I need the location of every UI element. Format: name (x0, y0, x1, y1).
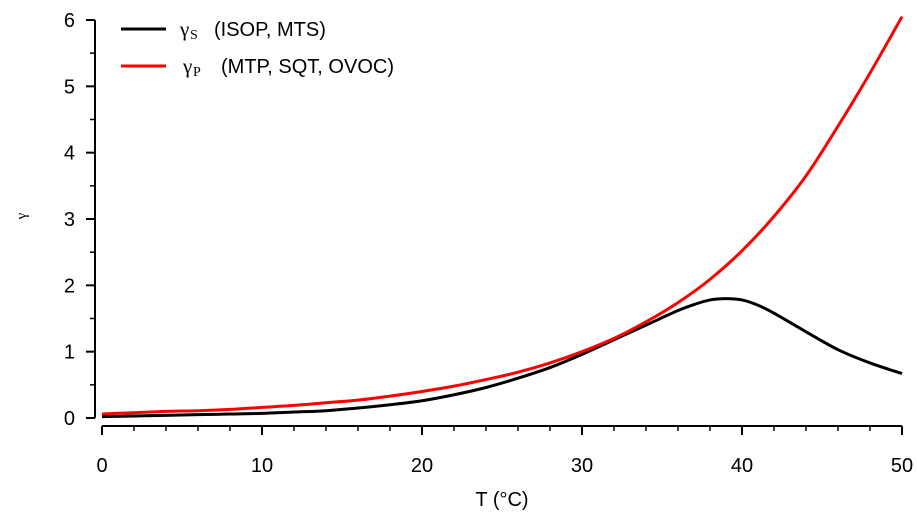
y-tick-label: 0 (64, 408, 75, 430)
legend-subscript: P (193, 65, 201, 80)
x-tick-label: 0 (96, 455, 107, 477)
legend-label: (ISOP, MTS) (214, 19, 326, 41)
legend-symbol: γ (182, 54, 192, 78)
x-tick-label: 40 (731, 455, 753, 477)
x-tick-label: 30 (571, 455, 593, 477)
series-line-gamma-p (101, 15, 904, 416)
y-tick-label: 2 (64, 275, 75, 297)
x-tick-label: 50 (891, 455, 913, 477)
y-tick-label: 1 (64, 342, 75, 364)
axes: 0 10 20 30 40 50 0 1 2 3 4 5 6 (64, 10, 913, 477)
x-tick-label: 10 (251, 455, 273, 477)
x-axis-title: T (°C) (475, 489, 528, 511)
y-tick-label: 6 (64, 10, 75, 32)
series-lines (101, 15, 904, 419)
legend: γ S (ISOP, MTS)γ P (MTP, SQT, OVOC) (121, 17, 394, 80)
y-tick-label: 4 (64, 143, 75, 165)
y-tick-label: 3 (64, 209, 75, 231)
y-axis-title: γ (14, 212, 30, 220)
legend-subscript: S (190, 28, 198, 43)
y-tick-label: 5 (64, 76, 75, 98)
series-line-gamma-s (101, 297, 903, 419)
x-tick-label: 20 (411, 455, 433, 477)
legend-symbol: γ (179, 17, 189, 41)
legend-label: (MTP, SQT, OVOC) (221, 56, 394, 78)
